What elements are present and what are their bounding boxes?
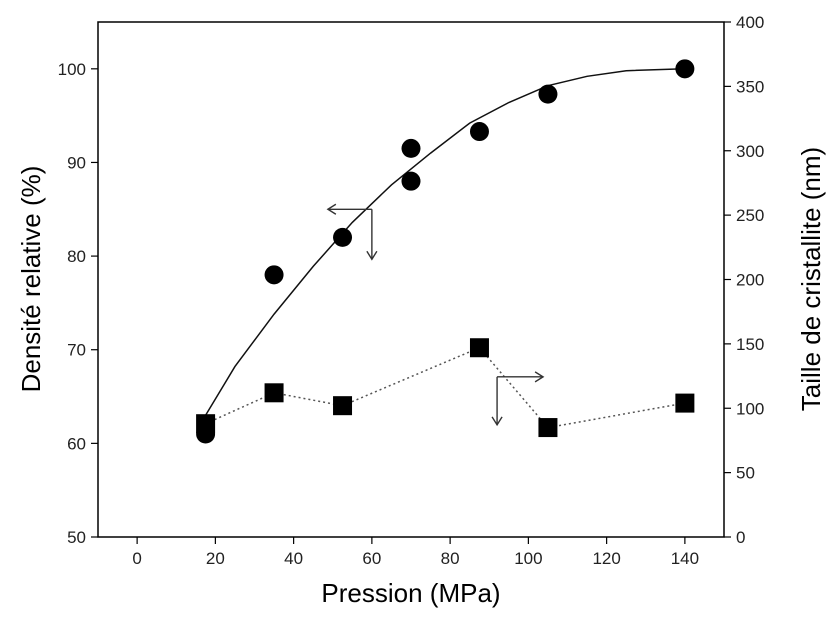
square-point	[196, 414, 216, 434]
plot-frame	[97, 21, 725, 538]
fit-curve-group	[204, 68, 685, 416]
left-y-tick-label: 90	[67, 153, 86, 172]
x-tick-label: 100	[514, 549, 542, 568]
right-y-tick-label: 300	[736, 142, 764, 161]
square-point	[333, 396, 353, 416]
x-tick-label: 120	[592, 549, 620, 568]
arrow-left-head	[326, 203, 337, 215]
square-point	[538, 418, 558, 438]
square-point	[264, 383, 284, 403]
circle-point	[469, 122, 489, 142]
left-axis-ticks: 50 60 70 80 90 100	[58, 60, 98, 547]
x-tick-label: 140	[671, 549, 699, 568]
circle-point	[264, 265, 284, 285]
circle-point	[333, 227, 353, 247]
circle-point	[401, 171, 421, 191]
right-y-tick-label: 250	[736, 206, 764, 225]
left-y-tick-label: 80	[67, 247, 86, 266]
right-y-tick-label: 200	[736, 271, 764, 290]
marks-group	[196, 59, 695, 444]
square-point	[469, 338, 489, 358]
annotation-arrows	[326, 203, 545, 427]
left-axis-title: Densité relative (%)	[16, 166, 46, 393]
x-tick-label: 60	[362, 549, 381, 568]
right-y-tick-label: 400	[736, 13, 764, 32]
square-point	[675, 393, 695, 413]
right-y-tick-label: 100	[736, 399, 764, 418]
right-axis-ticks: 0 50 100 150 200 250 300 350 400	[724, 13, 764, 547]
x-tick-label: 0	[132, 549, 141, 568]
right-y-tick-label: 350	[736, 77, 764, 96]
x-tick-label: 20	[206, 549, 225, 568]
left-y-tick-label: 70	[67, 341, 86, 360]
arrow-down-head	[491, 416, 503, 427]
fit-curve	[204, 68, 685, 416]
x-tick-label: 40	[284, 549, 303, 568]
circle-point	[401, 138, 421, 158]
square-series-line-group	[205, 346, 686, 429]
x-tick-label: 80	[441, 549, 460, 568]
x-axis-ticks: 0 20 40 60 80 100 120 140	[132, 537, 699, 568]
arrow-down-head	[366, 250, 378, 261]
right-y-tick-label: 0	[736, 528, 745, 547]
arrow-right-head	[534, 371, 545, 383]
right-y-tick-label: 150	[736, 335, 764, 354]
circle-point	[675, 59, 695, 79]
x-axis-title: Pression (MPa)	[321, 578, 500, 608]
left-y-tick-label: 100	[58, 60, 86, 79]
circle-point	[538, 84, 558, 104]
square-series-line	[205, 346, 686, 429]
right-axis-title: Taille de cristallite (nm)	[796, 147, 826, 411]
right-y-tick-label: 50	[736, 464, 755, 483]
left-y-tick-label: 50	[67, 528, 86, 547]
left-y-tick-label: 60	[67, 434, 86, 453]
